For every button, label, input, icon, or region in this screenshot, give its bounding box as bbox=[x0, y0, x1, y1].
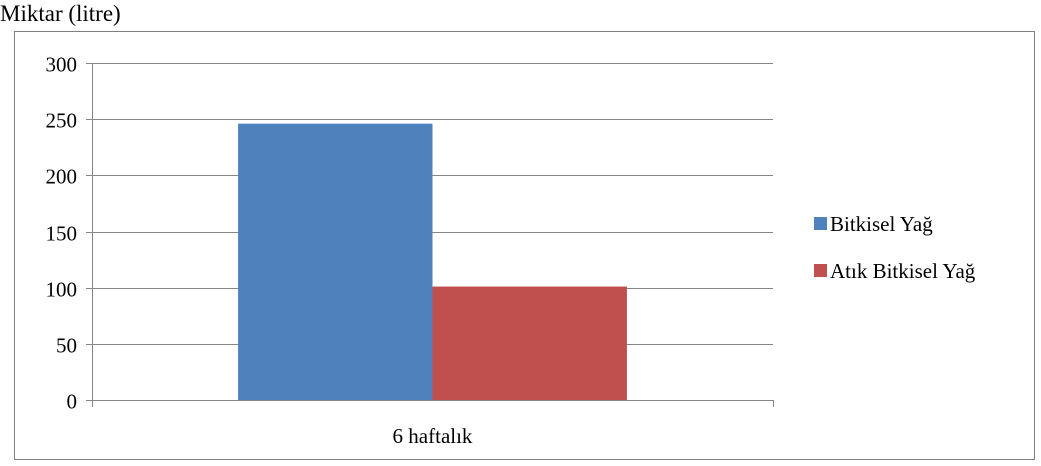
y-tick-label: 50 bbox=[56, 334, 77, 358]
bar bbox=[238, 123, 433, 400]
y-tick-label: 200 bbox=[46, 165, 78, 189]
x-tick-label: 6 haftalık bbox=[393, 424, 473, 448]
legend-label: Atık Bitkisel Yağ bbox=[830, 259, 976, 283]
gridlines bbox=[92, 63, 773, 345]
chart-frame bbox=[14, 31, 1035, 460]
y-axis-title: Miktar (litre) bbox=[0, 1, 121, 26]
x-tick-labels: 6 haftalık bbox=[393, 424, 473, 448]
legend-swatch bbox=[814, 217, 827, 230]
y-tick-label: 300 bbox=[46, 53, 78, 77]
y-tick-label: 0 bbox=[67, 390, 78, 414]
bar bbox=[432, 286, 627, 400]
legend-swatch bbox=[814, 264, 827, 277]
y-tick-labels: 0 50 100 150 200 250 300 bbox=[46, 53, 78, 414]
y-tick-label: 150 bbox=[46, 222, 78, 246]
y-tick-label: 250 bbox=[46, 109, 78, 133]
axes bbox=[86, 63, 774, 407]
legend-label: Bitkisel Yağ bbox=[830, 212, 933, 236]
legend: Bitkisel Yağ Atık Bitkisel Yağ bbox=[814, 212, 976, 283]
y-tick-label: 100 bbox=[46, 278, 78, 302]
bars bbox=[238, 123, 627, 400]
